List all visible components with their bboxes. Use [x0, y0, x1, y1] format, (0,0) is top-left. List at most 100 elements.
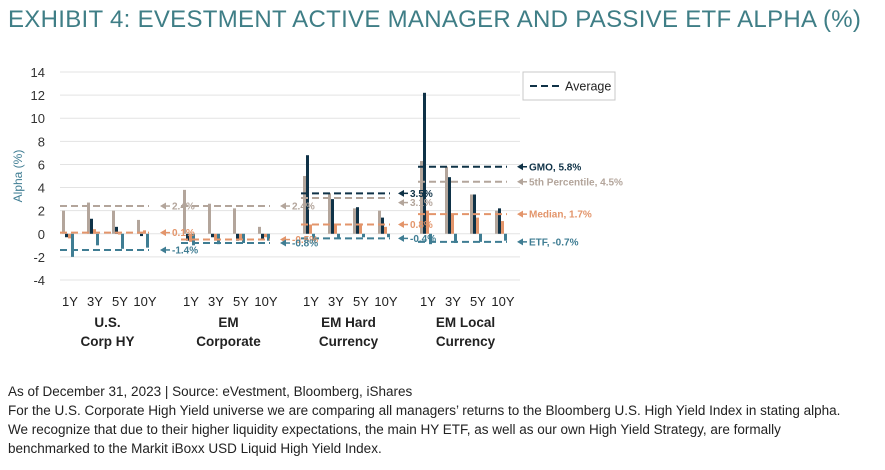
- bar-etf: [146, 233, 149, 248]
- bar-median: [309, 224, 312, 234]
- x-tick-label: 10Y: [491, 294, 514, 309]
- bar-median: [214, 233, 217, 241]
- footnotes: As of December 31, 2023 | Source: eVestm…: [8, 382, 883, 458]
- bar-percentile5: [183, 189, 186, 234]
- legend-label: Average: [565, 80, 611, 94]
- x-tick-label: 3Y: [208, 294, 224, 309]
- bar-percentile5: [353, 208, 356, 234]
- bar-gmo: [211, 233, 214, 238]
- x-tick-label: 10Y: [254, 294, 277, 309]
- average-label: 3.1%: [410, 198, 433, 209]
- label-arrow: [280, 239, 286, 247]
- y-tick-label: 0: [38, 227, 45, 242]
- bar-percentile5: [445, 166, 448, 234]
- bar-percentile5: [137, 219, 140, 234]
- y-tick-label: 8: [38, 134, 45, 149]
- bar-percentile5: [233, 208, 236, 234]
- label-arrow: [160, 229, 166, 237]
- x-tick-label: 10Y: [133, 294, 156, 309]
- bar-median: [384, 226, 387, 234]
- bar-median: [334, 224, 337, 234]
- source-note: As of December 31, 2023 | Source: eVestm…: [8, 384, 413, 399]
- label-arrow: [160, 246, 166, 254]
- bar-median: [359, 223, 362, 234]
- chart-title: EXHIBIT 4: EVESTMENT ACTIVE MANAGER AND …: [8, 6, 862, 33]
- bar-median: [451, 214, 454, 234]
- group-label: EM Hard: [321, 315, 376, 330]
- y-tick-label: 2: [38, 204, 45, 219]
- bar-etf: [121, 233, 124, 249]
- bar-gmo: [381, 217, 384, 234]
- average-label: 2.4%: [292, 202, 315, 213]
- footnote-line: For the U.S. Corporate High Yield univer…: [8, 403, 841, 418]
- average-label: -0.4%: [410, 234, 436, 245]
- bar-etf: [429, 233, 432, 245]
- bar-etf: [387, 233, 390, 238]
- bar-gmo: [498, 208, 501, 234]
- average-label: 0.8%: [410, 220, 433, 231]
- y-axis-label: Alpha (%): [11, 150, 25, 203]
- bar-median: [476, 217, 479, 234]
- x-tick-label: 5Y: [470, 294, 486, 309]
- bar-etf: [71, 233, 74, 257]
- footnote-line: We recognize that due to their higher li…: [8, 422, 781, 437]
- x-tick-label: 3Y: [445, 294, 461, 309]
- bar-percentile5: [208, 203, 211, 234]
- bar-gmo: [356, 207, 359, 234]
- bar-median: [189, 233, 192, 242]
- average-label: -0.8%: [292, 239, 318, 250]
- bar-median: [264, 233, 267, 238]
- bar-gmo: [448, 177, 451, 234]
- y-tick-label: -4: [33, 273, 45, 288]
- bar-percentile5: [62, 210, 65, 234]
- average-label: ETF, -0.7%: [529, 237, 579, 248]
- bar-gmo: [236, 233, 239, 241]
- bar-etf: [242, 233, 245, 244]
- bar-gmo: [186, 233, 189, 241]
- label-arrow: [398, 221, 404, 229]
- bar-etf: [267, 233, 270, 241]
- bar-percentile5: [303, 176, 306, 234]
- bar-gmo: [90, 218, 93, 234]
- bar-etf: [479, 233, 482, 242]
- label-arrow: [517, 178, 523, 186]
- average-label: 5th Percentile, 4.5%: [529, 177, 623, 188]
- bar-median: [93, 229, 96, 234]
- bar-percentile5: [495, 210, 498, 234]
- group-label: Currency: [319, 334, 379, 349]
- y-tick-label: 6: [38, 157, 45, 172]
- y-tick-label: 12: [31, 88, 45, 103]
- label-arrow: [398, 234, 404, 242]
- x-tick-label: 5Y: [353, 294, 369, 309]
- x-tick-label: 1Y: [420, 294, 436, 309]
- bar-gmo: [423, 92, 426, 234]
- average-label: -1.4%: [172, 245, 198, 256]
- footnote-line: benchmarked to the Markit iBoxx USD Liqu…: [8, 441, 382, 456]
- y-tick-label: -2: [33, 250, 45, 265]
- y-tick-label: 10: [31, 111, 45, 126]
- x-tick-label: 1Y: [303, 294, 319, 309]
- bar-etf: [337, 233, 340, 239]
- bar-gmo: [306, 155, 309, 234]
- bar-etf: [312, 233, 315, 241]
- bar-median: [426, 210, 429, 234]
- bar-percentile5: [328, 193, 331, 234]
- average-label: 3.5%: [410, 189, 433, 200]
- y-tick-label: 4: [38, 181, 45, 196]
- x-tick-label: 3Y: [87, 294, 103, 309]
- bar-gmo: [261, 233, 264, 240]
- label-arrow: [517, 210, 523, 218]
- bar-percentile5: [87, 202, 90, 234]
- group-label: EM: [218, 315, 238, 330]
- bar-etf: [504, 233, 507, 241]
- label-arrow: [398, 189, 404, 197]
- average-label: -0.5%: [292, 235, 318, 246]
- average-label: GMO, 5.8%: [529, 162, 581, 173]
- bar-percentile5: [112, 210, 115, 234]
- bar-gmo: [331, 199, 334, 234]
- group-label: Corporate: [196, 334, 261, 349]
- bar-median: [239, 233, 242, 240]
- bar-etf: [362, 233, 365, 238]
- label-arrow: [517, 163, 523, 171]
- group-label: EM Local: [436, 315, 495, 330]
